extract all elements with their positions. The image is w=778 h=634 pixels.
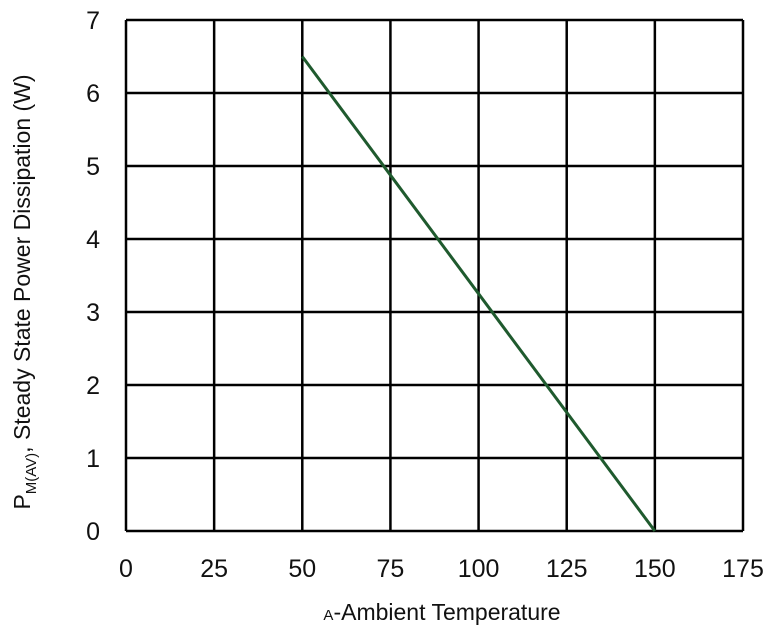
- x-tick-label: 150: [634, 555, 676, 583]
- y-tick-labels: 0 1 2 3 4 5 6 7: [86, 7, 100, 546]
- x-axis-title: A-Ambient Temperature: [323, 599, 560, 625]
- x-axis-title-subscript: A: [323, 607, 333, 624]
- x-tick-label: 50: [288, 555, 316, 583]
- series-layer: [301, 55, 657, 532]
- y-tick-label: 7: [86, 7, 100, 35]
- x-tick-label: 175: [722, 555, 764, 583]
- y-tick-label: 5: [86, 153, 100, 181]
- y-tick-label: 6: [86, 80, 100, 108]
- grid: [124, 18, 745, 533]
- x-tick-label: 75: [377, 555, 405, 583]
- x-tick-label: 0: [119, 555, 133, 583]
- y-tick-label: 4: [86, 226, 100, 254]
- x-axis-title-text: -Ambient Temperature: [333, 599, 560, 625]
- y-axis-title-subscript: M(AV): [23, 453, 40, 494]
- series-line: [301, 55, 657, 532]
- y-tick-label: 0: [86, 518, 100, 546]
- y-axis-title-text: , Steady State Power Dissipation (W): [9, 74, 35, 452]
- y-tick-label: 2: [86, 372, 100, 400]
- x-tick-label: 100: [458, 555, 500, 583]
- x-tick-label: 25: [200, 555, 228, 583]
- x-tick-labels: 0 25 50 75 100 125 150 175: [119, 555, 764, 583]
- y-axis-title-symbol: P: [9, 494, 35, 509]
- y-tick-label: 1: [86, 445, 100, 473]
- y-tick-label: 3: [86, 299, 100, 327]
- x-tick-label: 125: [546, 555, 588, 583]
- y-axis-title: PM(AV), Steady State Power Dissipation (…: [9, 74, 40, 509]
